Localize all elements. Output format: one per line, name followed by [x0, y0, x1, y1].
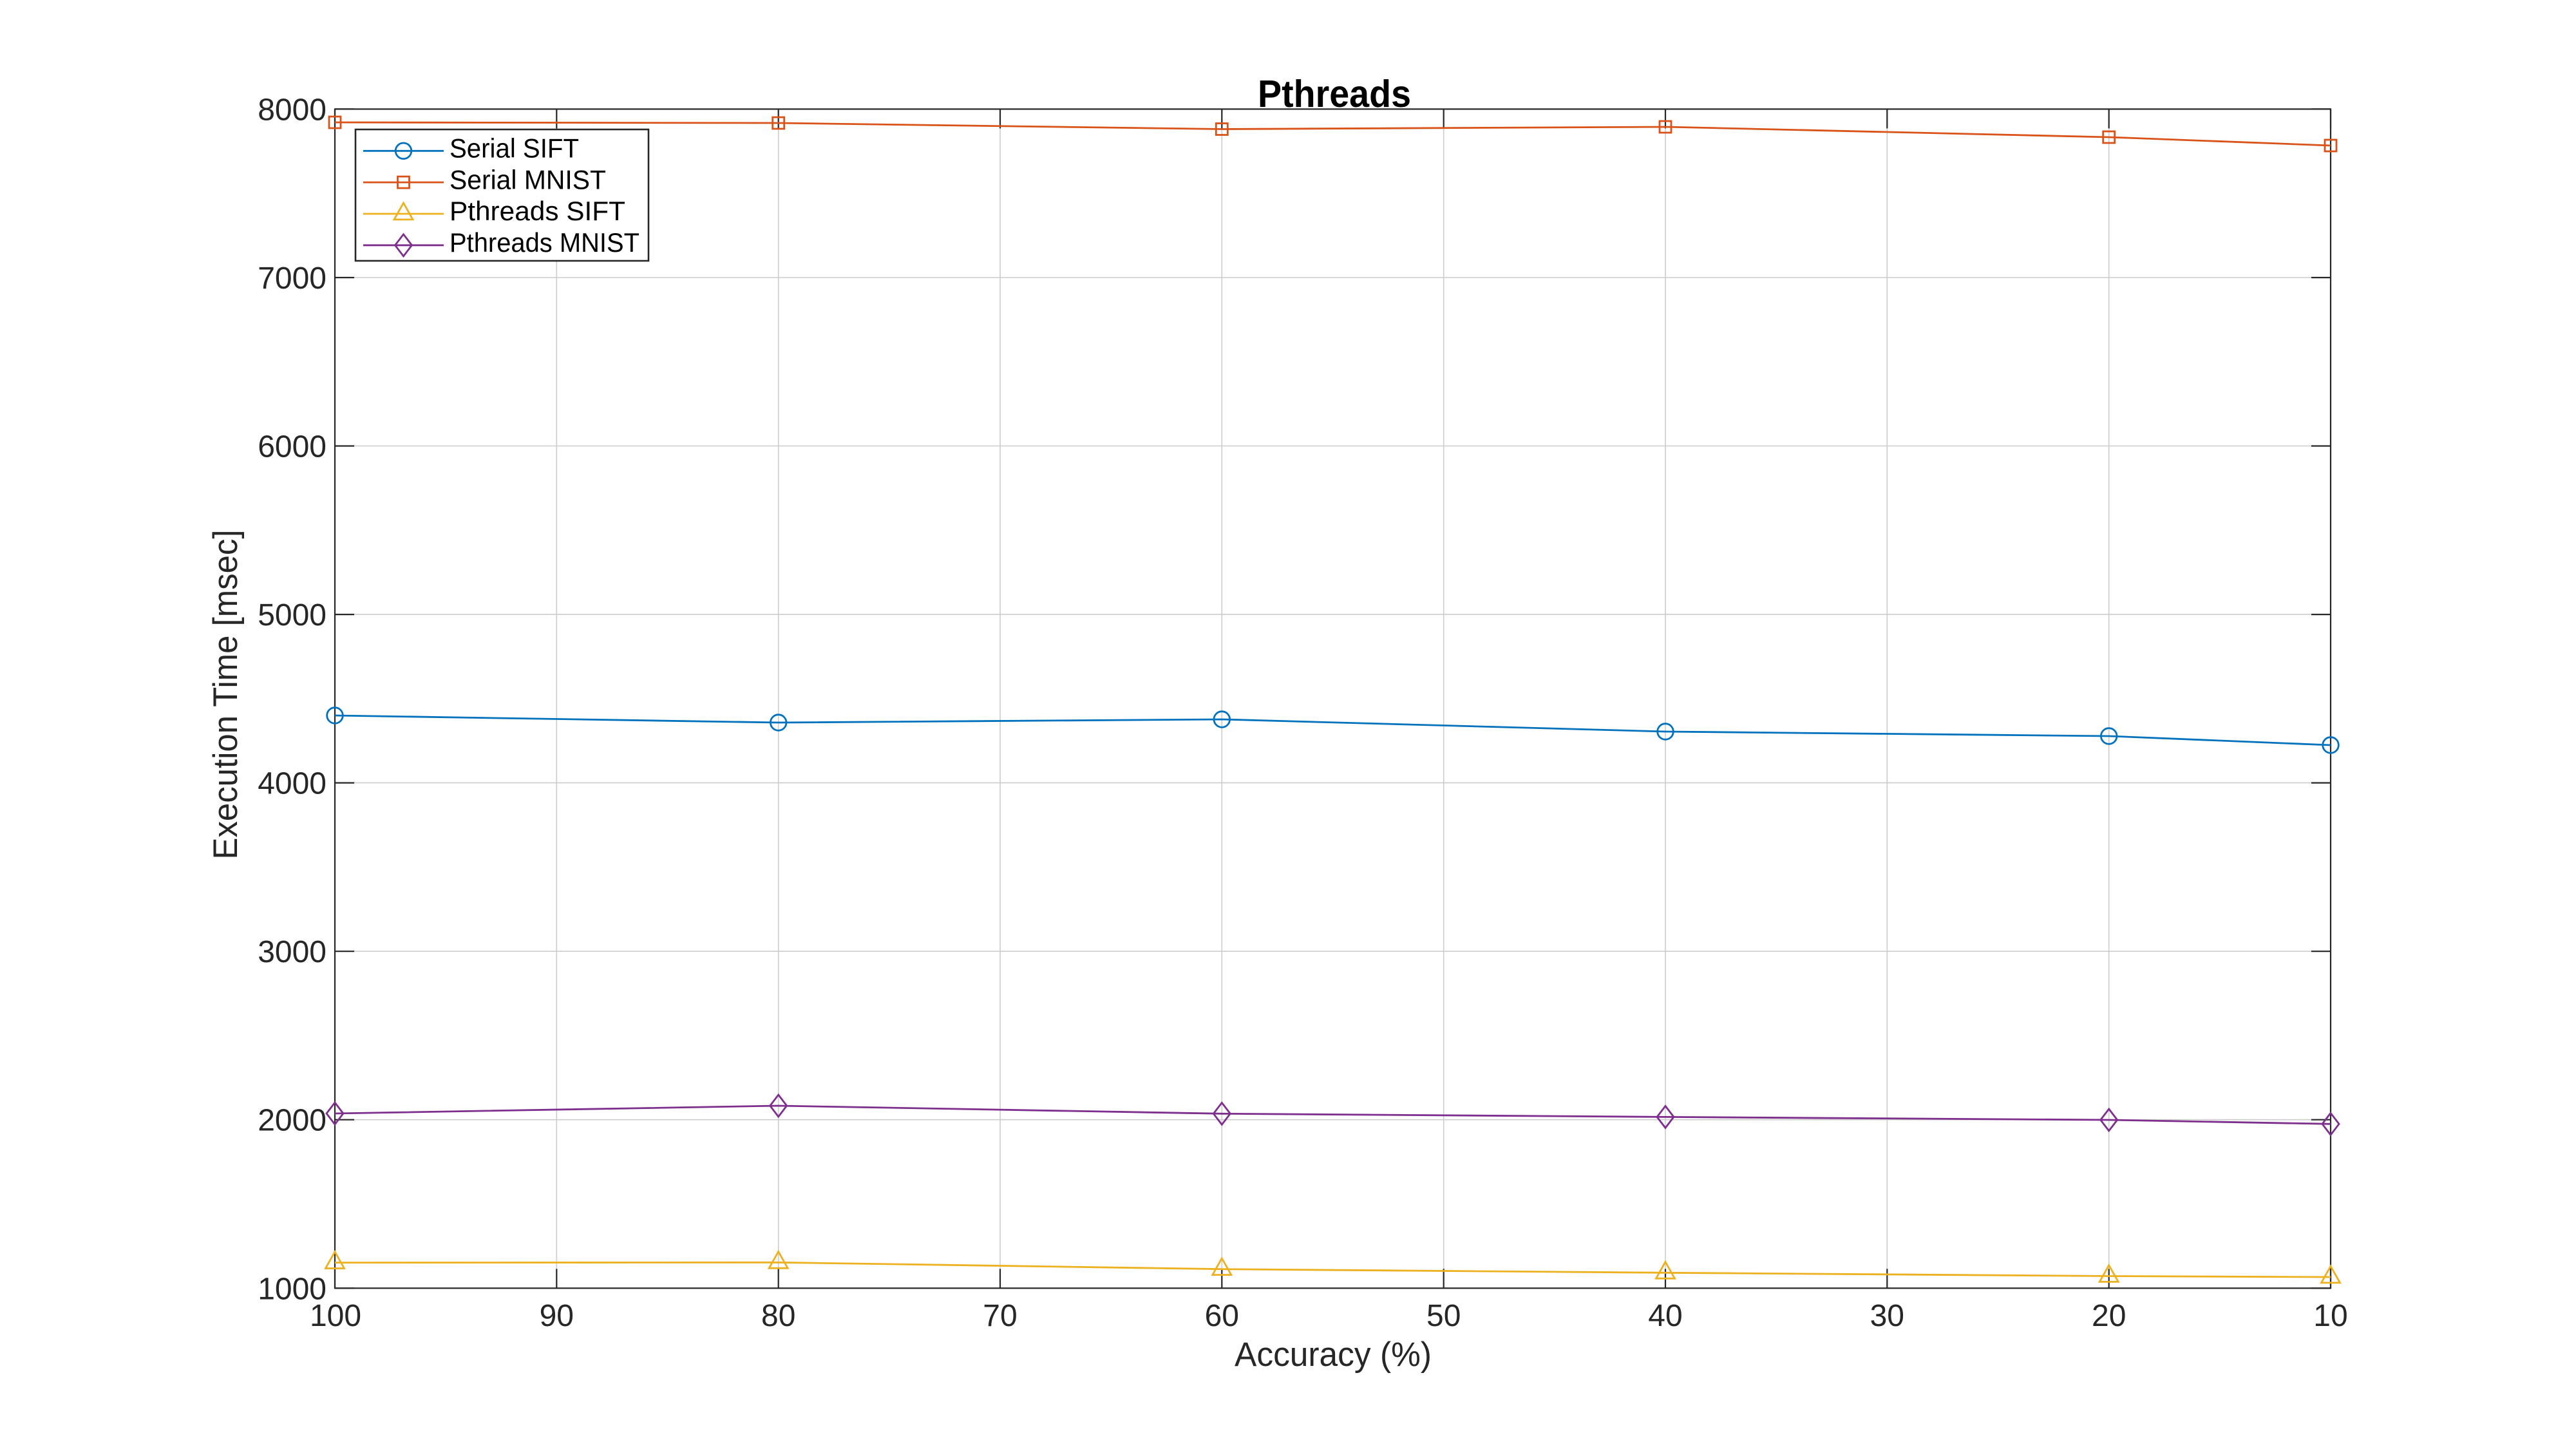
svg-text:20: 20 [2092, 1299, 2126, 1333]
svg-text:Execution Time [msec]: Execution Time [msec] [207, 530, 245, 860]
svg-text:4000: 4000 [258, 767, 327, 801]
svg-text:Accuracy (%): Accuracy (%) [1235, 1336, 1432, 1374]
svg-text:1000: 1000 [258, 1272, 327, 1306]
svg-text:30: 30 [1870, 1299, 1904, 1333]
svg-text:Serial MNIST: Serial MNIST [450, 164, 606, 194]
svg-text:2000: 2000 [258, 1104, 327, 1138]
svg-text:70: 70 [983, 1299, 1017, 1333]
svg-text:50: 50 [1426, 1299, 1461, 1333]
svg-text:90: 90 [540, 1299, 574, 1333]
svg-text:Pthreads MNIST: Pthreads MNIST [450, 227, 639, 258]
svg-text:5000: 5000 [258, 598, 327, 632]
svg-text:80: 80 [761, 1299, 795, 1333]
svg-text:40: 40 [1648, 1299, 1682, 1333]
svg-text:10: 10 [2313, 1299, 2347, 1333]
svg-text:Serial SIFT: Serial SIFT [450, 133, 579, 164]
svg-text:Pthreads: Pthreads [1258, 73, 1411, 115]
svg-text:100: 100 [310, 1299, 361, 1333]
svg-text:8000: 8000 [258, 93, 327, 127]
svg-text:7000: 7000 [258, 261, 327, 296]
svg-text:60: 60 [1205, 1299, 1239, 1333]
svg-text:Pthreads SIFT: Pthreads SIFT [450, 196, 625, 226]
svg-text:6000: 6000 [258, 430, 327, 464]
svg-text:3000: 3000 [258, 935, 327, 969]
